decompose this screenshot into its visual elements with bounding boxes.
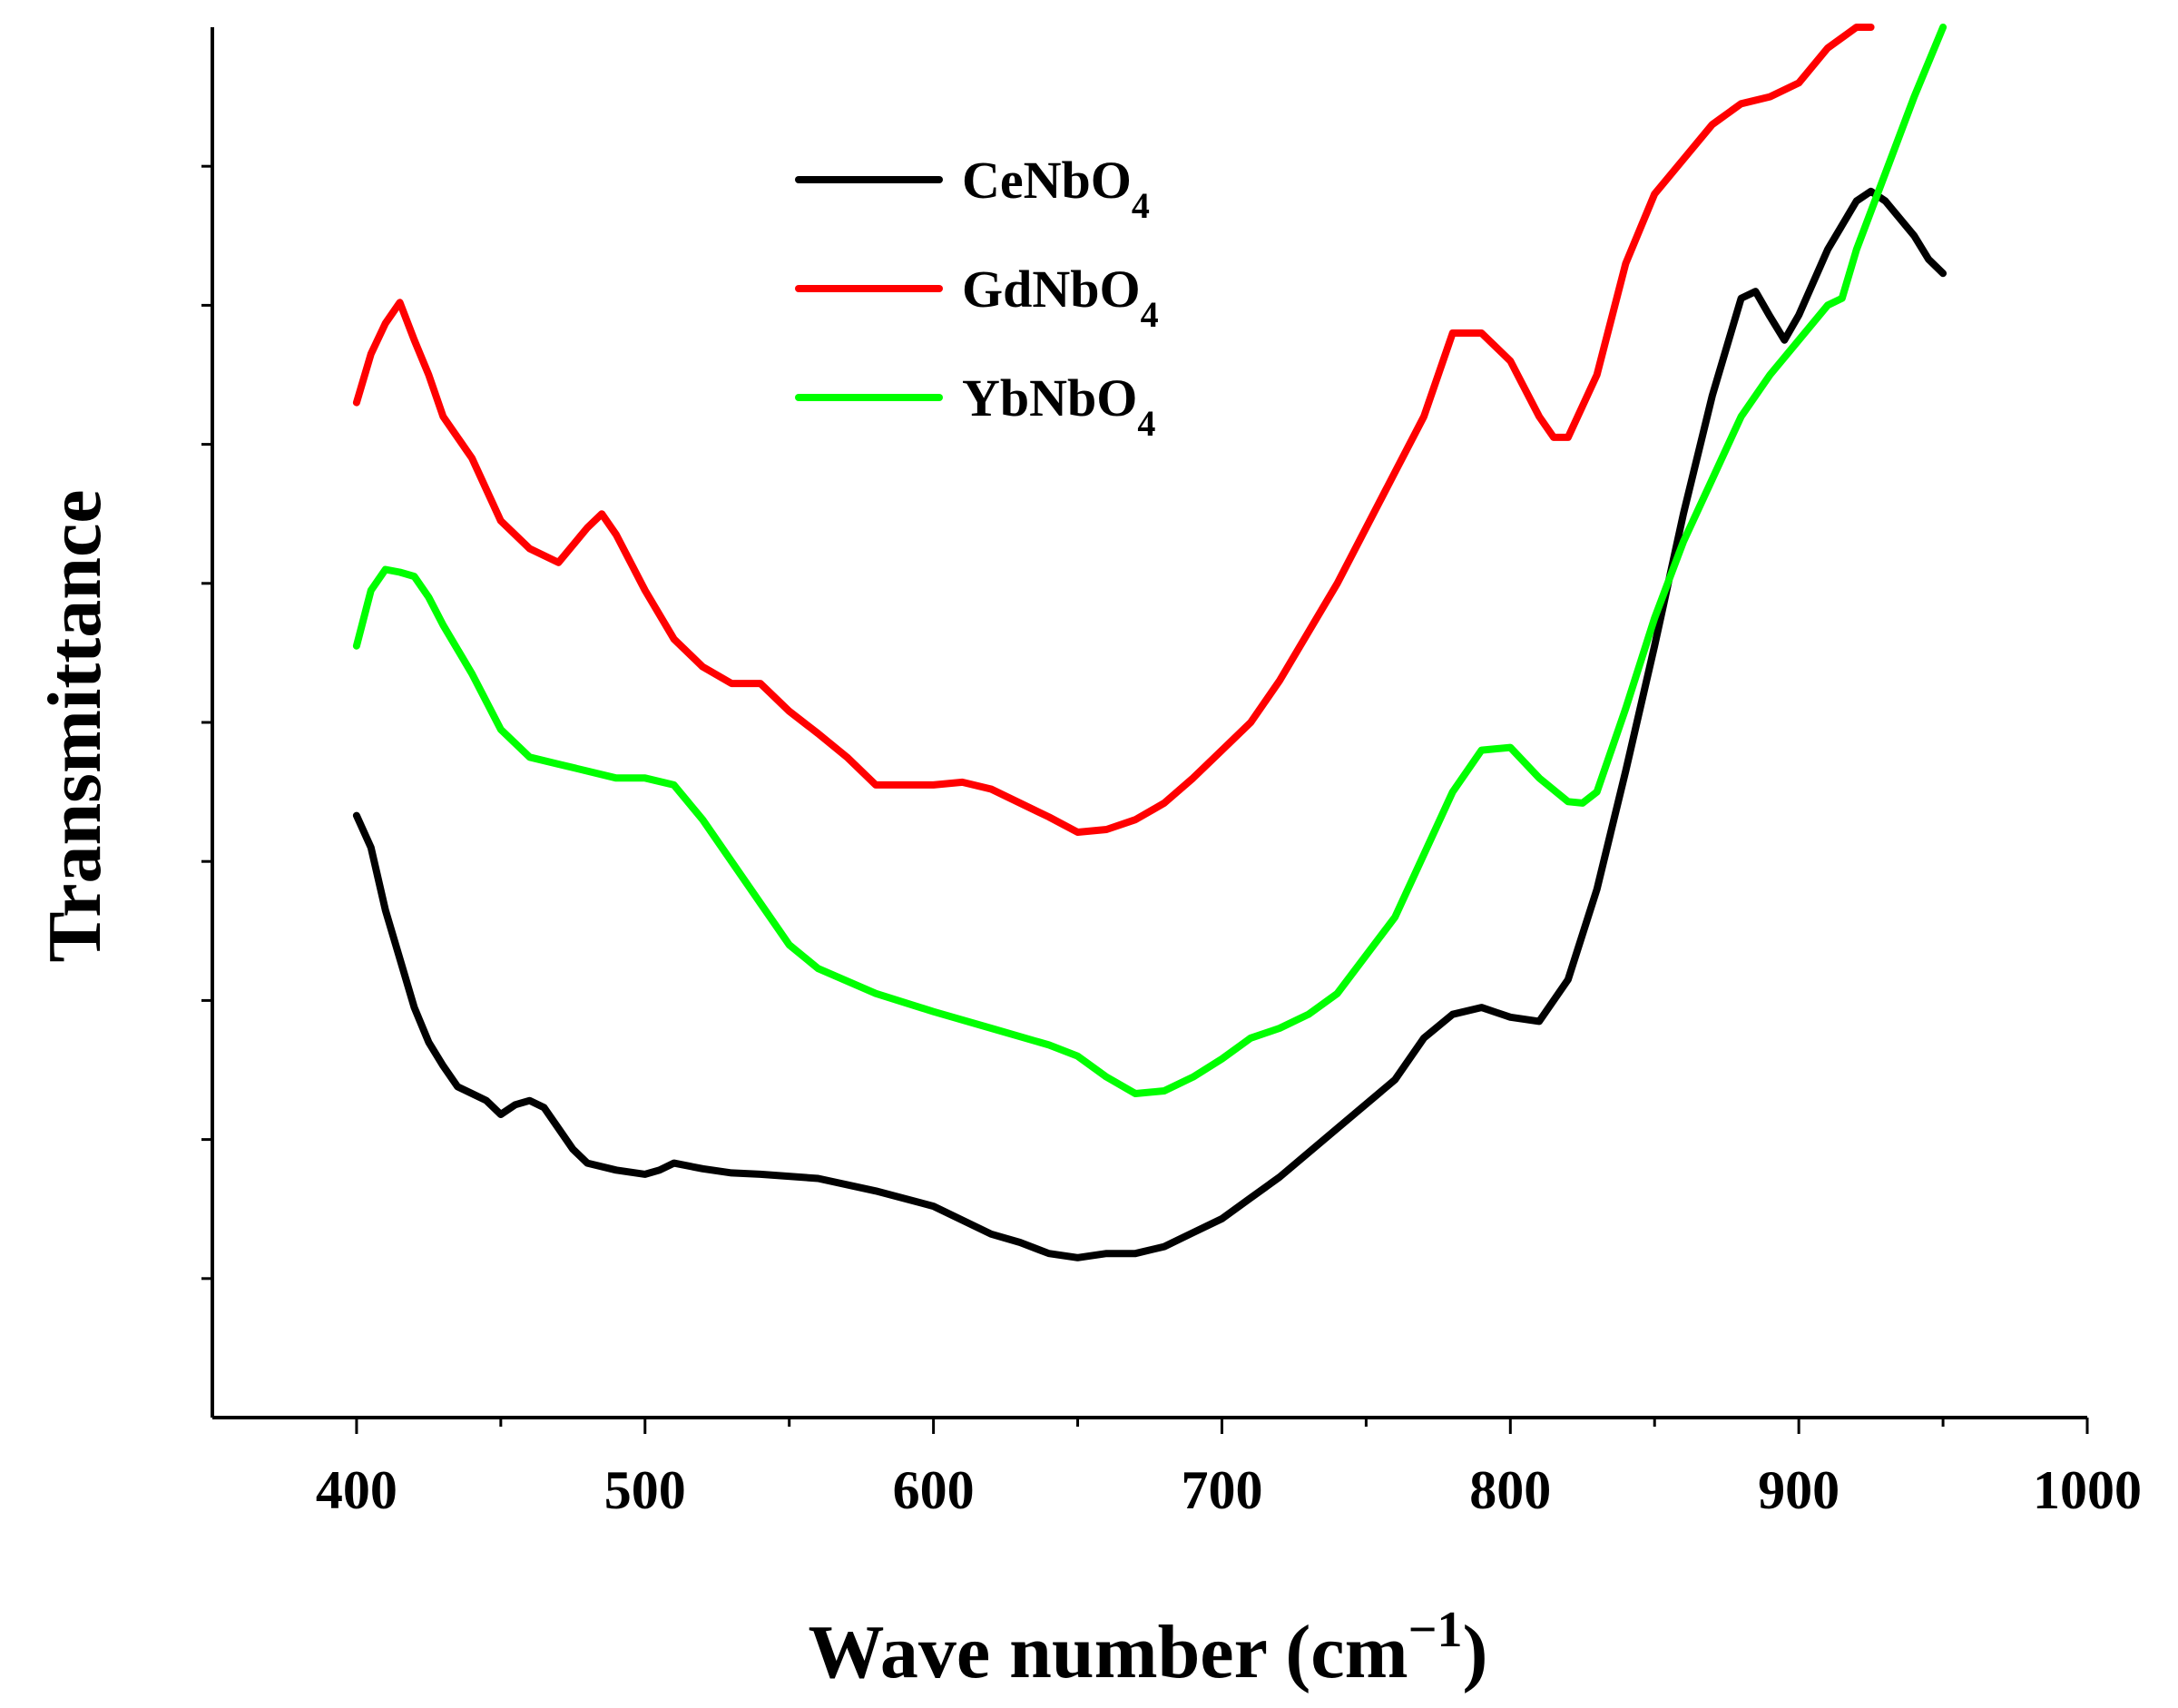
x-tick-label-500: 500 [604, 1460, 686, 1520]
x-axis-title-main: Wave number (cm [809, 1610, 1408, 1694]
series-line-cenbo4 [352, 187, 1947, 1261]
series-group [352, 24, 1947, 1261]
x-tick-label-400: 400 [316, 1460, 397, 1520]
x-axis-title: Wave number (cm−1) [809, 1602, 1488, 1694]
x-axis-title-close: ) [1463, 1610, 1488, 1694]
x-axis-ticks [355, 1418, 2089, 1434]
y-axis-ticks [201, 164, 212, 1281]
x-tick-label-800: 800 [1469, 1460, 1551, 1520]
x-axis-tick-labels: 400 500 600 700 800 900 1000 [316, 1460, 2142, 1520]
x-tick-label-900: 900 [1758, 1460, 1840, 1520]
legend-label-main: GdNbO [962, 260, 1141, 319]
legend-label-subscript: 4 [1132, 185, 1150, 226]
plot-area: 400 500 600 700 800 900 1000 [201, 24, 2142, 1520]
legend-label-main: CeNbO [962, 151, 1132, 210]
series-line-gdnbo4 [352, 24, 1875, 836]
x-tick-label-1000: 1000 [2033, 1460, 2142, 1520]
x-axis-title-superscript: −1 [1408, 1602, 1463, 1658]
legend-label-main: YbNbO [962, 368, 1137, 427]
legend-label-cenbo4: CeNbO4 [962, 151, 1150, 226]
legend-label-subscript: 4 [1137, 403, 1155, 444]
legend-label-ybnbo4: YbNbO4 [962, 368, 1155, 444]
legend-label-subscript: 4 [1141, 294, 1159, 335]
x-tick-label-700: 700 [1181, 1460, 1262, 1520]
series-line-ybnbo4 [352, 24, 1947, 1097]
legend-label-gdnbo4: GdNbO4 [962, 260, 1159, 335]
y-axis-title: Transmittance [33, 489, 117, 962]
x-tick-label-600: 600 [893, 1460, 975, 1520]
